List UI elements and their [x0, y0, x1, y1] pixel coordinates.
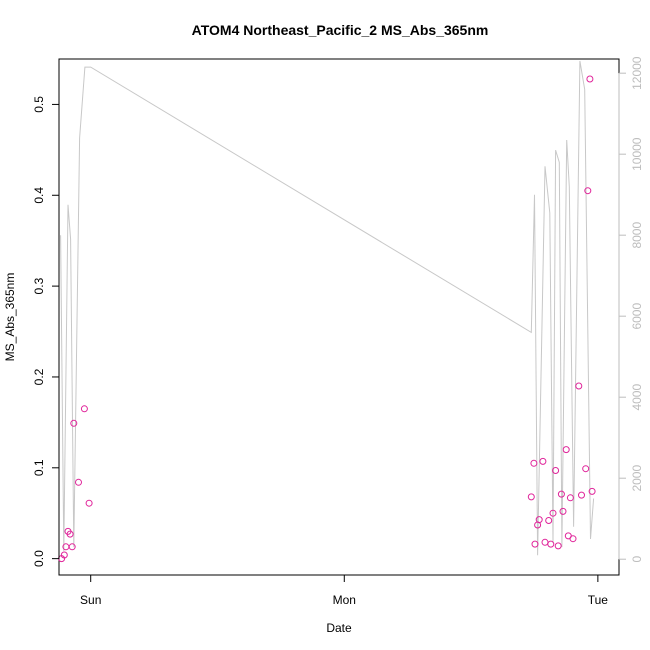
data-point: [66, 530, 74, 538]
y2-tick-label: 12000: [630, 56, 644, 90]
x-axis-label: Date: [326, 621, 352, 635]
data-point: [586, 75, 594, 83]
data-point: [549, 509, 557, 517]
data-point: [566, 494, 574, 502]
data-point: [552, 467, 560, 474]
data-point: [535, 516, 543, 524]
y-tick-label: 0.0: [32, 550, 46, 567]
data-point: [75, 478, 82, 486]
x-axis: Sun Mon Tue: [80, 574, 609, 607]
data-point: [575, 382, 583, 390]
data-point: [554, 542, 562, 550]
y2-tick-label: 8000: [630, 222, 644, 249]
y2-tick-label: 6000: [630, 303, 644, 330]
data-point: [80, 405, 88, 413]
x-tick-label: Mon: [333, 593, 356, 607]
data-point: [60, 551, 68, 559]
data-point: [545, 517, 553, 524]
y2-tick-label: 4000: [630, 384, 644, 411]
x-tick-label: Sun: [80, 593, 101, 607]
data-point: [578, 491, 585, 499]
data-point: [584, 187, 592, 195]
y-tick-label: 0.3: [32, 277, 46, 294]
y-tick-label: 0.4: [32, 187, 46, 204]
y2-tick-label: 10000: [630, 137, 644, 171]
data-point: [531, 540, 539, 548]
depth-series-line: [60, 60, 595, 556]
data-point: [527, 493, 535, 501]
data-point: [530, 459, 538, 467]
data-point: [547, 540, 555, 548]
data-point: [68, 543, 76, 551]
y-axis-left: 0.0 0.1 0.2 0.3 0.4 0.5: [32, 96, 60, 567]
y-tick-label: 0.1: [32, 459, 46, 476]
data-point: [562, 446, 570, 454]
data-point: [70, 419, 78, 427]
data-point: [557, 490, 565, 498]
y-axis-label: MS_Abs_365nm: [3, 273, 17, 362]
data-point: [582, 465, 590, 473]
depth-series-layer: [60, 60, 595, 556]
chart-title: ATOM4 Northeast_Pacific_2 MS_Abs_365nm: [192, 22, 489, 38]
y2-tick-label: 0: [630, 556, 644, 563]
data-point: [569, 535, 577, 543]
y2-tick-label: 2000: [630, 465, 644, 492]
plot-area: [58, 58, 620, 576]
x-tick-label: Tue: [588, 593, 609, 607]
y-tick-label: 0.5: [32, 96, 46, 113]
data-point: [539, 457, 547, 465]
y-axis-right: 0 2000 4000 6000 8000 10000 12000: [618, 56, 644, 563]
data-point: [85, 499, 93, 507]
data-point: [541, 538, 549, 546]
data-point: [588, 487, 596, 495]
points-layer: [58, 75, 596, 563]
y-tick-label: 0.2: [32, 368, 46, 385]
data-point: [559, 507, 567, 515]
